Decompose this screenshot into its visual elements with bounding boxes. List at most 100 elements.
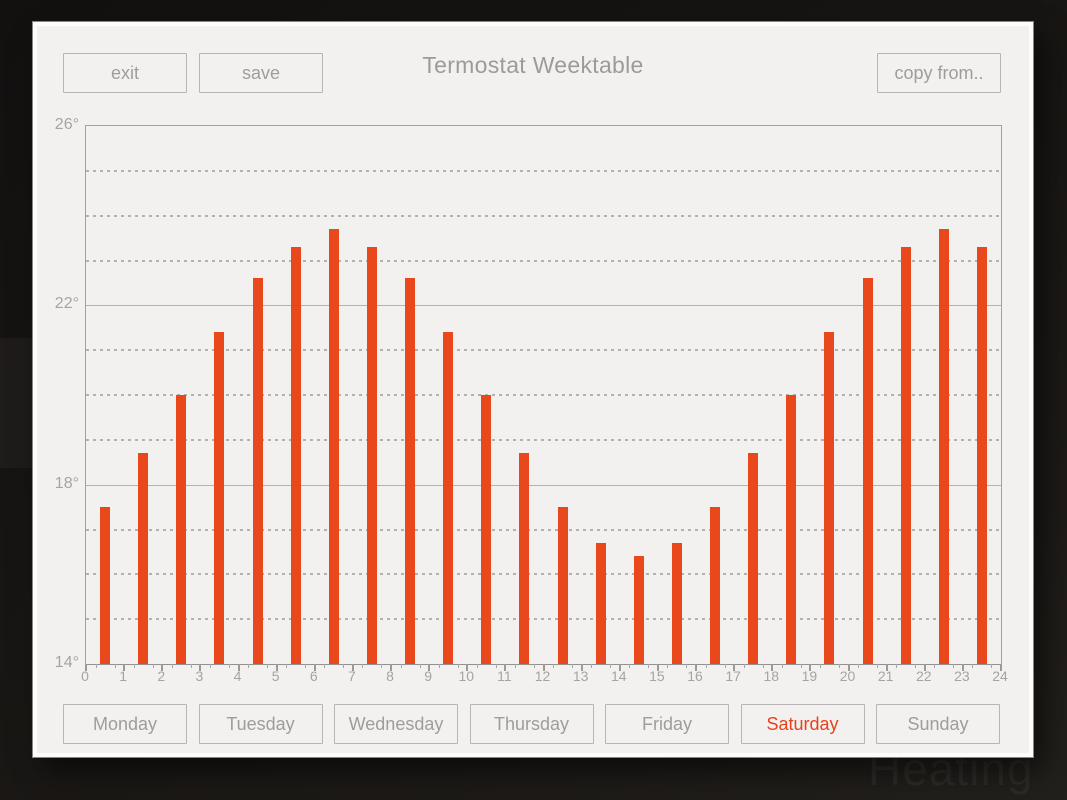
temperature-bar-hour-18[interactable]	[786, 395, 797, 664]
temperature-bar-hour-3[interactable]	[214, 332, 225, 664]
temperature-bar-hour-12[interactable]	[557, 507, 568, 664]
day-button-tuesday[interactable]: Tuesday	[198, 704, 323, 744]
x-axis-minor-tick	[324, 664, 326, 668]
temperature-bar-hour-2[interactable]	[176, 395, 187, 664]
x-axis-label-5: 5	[271, 668, 280, 684]
x-axis-minor-tick	[228, 664, 230, 668]
save-button[interactable]: save	[199, 53, 323, 93]
x-axis-minor-tick	[286, 664, 288, 668]
x-axis-minor-tick	[133, 664, 135, 668]
x-axis-tick-12	[542, 664, 545, 671]
x-axis-label-12: 12	[534, 668, 551, 684]
day-button-friday[interactable]: Friday	[605, 704, 729, 744]
x-axis-tick-6	[313, 664, 316, 671]
y-axis-label-18: 18°	[54, 474, 79, 492]
x-axis-label-21: 21	[877, 668, 894, 684]
temperature-bar-hour-8[interactable]	[405, 278, 416, 664]
temperature-bar-hour-21[interactable]	[900, 247, 911, 664]
temperature-bar-hour-10[interactable]	[481, 395, 492, 664]
day-button-thursday[interactable]: Thursday	[469, 704, 594, 744]
weektable-chart-plot	[85, 125, 1002, 671]
x-axis-tick-1	[123, 664, 126, 671]
x-axis-minor-tick	[419, 664, 421, 668]
x-axis-minor-tick	[915, 664, 917, 668]
x-axis-minor-tick	[343, 664, 345, 668]
x-axis-minor-tick	[858, 664, 860, 668]
x-axis-minor-tick	[572, 664, 574, 668]
temperature-bar-hour-1[interactable]	[138, 453, 149, 664]
x-axis-tick-16	[695, 664, 697, 671]
x-axis-tick-14	[618, 664, 621, 671]
temperature-bar-hour-6[interactable]	[328, 229, 339, 664]
gridline-24-deg	[86, 214, 1001, 217]
x-axis-minor-tick	[533, 664, 535, 668]
x-axis-minor-tick	[991, 664, 993, 668]
temperature-bar-hour-20[interactable]	[862, 278, 873, 664]
x-axis-label-3: 3	[195, 668, 204, 684]
temperature-bar-hour-22[interactable]	[938, 229, 949, 664]
temperature-bar-hour-16[interactable]	[710, 507, 721, 664]
x-axis-label-24: 24	[992, 668, 1008, 684]
x-axis-minor-tick	[514, 664, 516, 668]
x-axis-tick-18	[771, 664, 774, 671]
x-axis-minor-tick	[381, 664, 383, 668]
copy-from-button[interactable]: copy from..	[877, 53, 1001, 93]
x-axis-label-4: 4	[233, 668, 242, 684]
x-axis-tick-10	[466, 664, 469, 671]
day-button-monday[interactable]: Monday	[63, 704, 187, 744]
exit-button[interactable]: exit	[63, 53, 187, 93]
temperature-bar-hour-11[interactable]	[519, 453, 530, 664]
temperature-bar-hour-9[interactable]	[443, 332, 454, 664]
temperature-bar-hour-0[interactable]	[100, 507, 111, 664]
x-axis-label-23: 23	[954, 668, 970, 684]
x-axis-tick-21	[885, 664, 888, 671]
x-axis-minor-tick	[610, 664, 612, 668]
x-axis-minor-tick	[495, 664, 497, 668]
x-axis-minor-tick	[209, 664, 211, 668]
temperature-bar-hour-23[interactable]	[976, 247, 987, 664]
x-axis-tick-8	[390, 664, 392, 671]
x-axis-minor-tick	[114, 664, 116, 668]
x-axis-minor-tick	[648, 664, 650, 668]
temperature-bar-hour-14[interactable]	[633, 556, 644, 664]
x-axis-minor-tick	[248, 664, 250, 668]
day-button-sunday[interactable]: Sunday	[876, 704, 1000, 744]
x-axis-minor-tick	[95, 664, 97, 668]
x-axis-label-1: 1	[119, 668, 128, 684]
x-axis-minor-tick	[934, 664, 936, 668]
x-axis-label-22: 22	[915, 668, 932, 684]
x-axis-label-10: 10	[458, 668, 475, 684]
dialog-title: Termostat Weektable	[422, 52, 644, 78]
x-axis-minor-tick	[705, 664, 707, 668]
x-axis-minor-tick	[743, 664, 745, 668]
temperature-bar-hour-15[interactable]	[671, 542, 682, 664]
y-axis-label-22: 22°	[54, 295, 79, 313]
temperature-bar-hour-5[interactable]	[290, 247, 301, 664]
x-axis-tick-2	[161, 664, 164, 671]
x-axis-minor-tick	[896, 664, 898, 668]
x-axis-tick-7	[351, 664, 354, 671]
temperature-bar-hour-4[interactable]	[252, 278, 263, 664]
x-axis-minor-tick	[762, 664, 764, 668]
temperature-bar-hour-17[interactable]	[748, 453, 759, 664]
temperature-bar-hour-7[interactable]	[366, 247, 377, 664]
x-axis-minor-tick	[800, 664, 802, 668]
x-axis-label-0: 0	[81, 668, 89, 684]
gridline-23-deg	[86, 259, 1001, 262]
x-axis-tick-3	[199, 664, 202, 671]
x-axis-label-6: 6	[309, 668, 318, 684]
x-axis-minor-tick	[553, 664, 555, 668]
gridline-25-deg	[86, 169, 1001, 172]
day-button-saturday[interactable]: Saturday	[740, 704, 865, 744]
x-axis-label-8: 8	[386, 668, 394, 684]
x-axis-tick-13	[580, 664, 583, 671]
temperature-bar-hour-19[interactable]	[824, 332, 835, 664]
x-axis-minor-tick	[667, 664, 669, 668]
x-axis-label-19: 19	[801, 668, 818, 684]
x-axis-minor-tick	[400, 664, 402, 668]
day-button-wednesday[interactable]: Wednesday	[334, 704, 458, 744]
temperature-bar-hour-13[interactable]	[595, 542, 606, 664]
x-axis-minor-tick	[457, 664, 459, 668]
x-axis-minor-tick	[362, 664, 364, 668]
x-axis-tick-0	[85, 664, 87, 671]
